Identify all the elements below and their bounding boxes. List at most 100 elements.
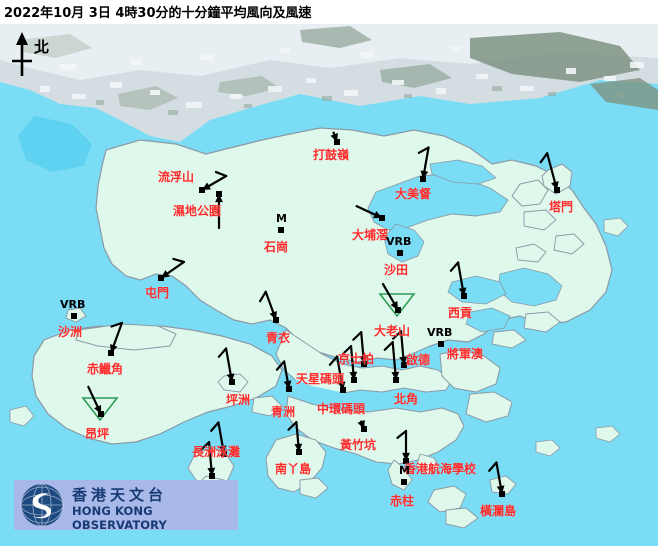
station-label-north-point: 北角 xyxy=(394,392,419,406)
wind-barb-feather xyxy=(488,461,498,472)
station-dot[interactable] xyxy=(361,361,367,367)
station-sha-chau[interactable] xyxy=(71,313,77,319)
station-dot[interactable] xyxy=(403,458,409,464)
station-kings-park[interactable] xyxy=(352,331,368,367)
north-arrow-icon xyxy=(12,32,32,76)
station-peng-chau[interactable] xyxy=(217,347,235,385)
station-label-tai-mei-tuk: 大美督 xyxy=(395,187,432,201)
variable-wind-symbol: VRB xyxy=(427,326,453,339)
gale-triangle-icon xyxy=(378,293,416,318)
station-dot[interactable] xyxy=(461,293,467,299)
station-cheung-chau-beach[interactable] xyxy=(210,421,227,457)
station-tai-mei-tuk[interactable] xyxy=(417,146,430,182)
station-star-ferry[interactable] xyxy=(342,345,358,383)
station-tseung-kwan-o[interactable] xyxy=(438,341,444,347)
station-dot[interactable] xyxy=(499,491,505,497)
station-label-kings-park: 京士柏 xyxy=(338,352,375,366)
station-label-ta-kwu-ling: 打鼓嶺 xyxy=(313,148,350,162)
station-sai-kung[interactable] xyxy=(449,261,467,299)
station-dot[interactable] xyxy=(397,250,403,256)
station-label-lau-fau-shan: 流浮山 xyxy=(158,170,195,184)
station-sha-tin[interactable] xyxy=(397,250,403,256)
station-north-point[interactable] xyxy=(383,341,400,383)
station-lamma-island[interactable] xyxy=(287,421,303,455)
north-label: 北 xyxy=(34,38,50,56)
wind-barb-feather xyxy=(172,257,186,264)
gale-triangle-icon xyxy=(81,397,119,422)
station-label-tate-s-cairn: 大老山 xyxy=(374,324,411,338)
station-label-lamma-island: 南丫島 xyxy=(275,462,312,476)
station-label-tuen-mun: 屯門 xyxy=(145,286,170,300)
station-green-island[interactable] xyxy=(275,360,292,392)
station-wong-chuk-hang[interactable] xyxy=(357,420,367,432)
station-dot[interactable] xyxy=(199,187,205,193)
station-shek-kong[interactable] xyxy=(278,227,284,233)
station-dot[interactable] xyxy=(395,307,401,313)
station-dot[interactable] xyxy=(393,377,399,383)
station-dot[interactable] xyxy=(401,362,407,368)
station-dot[interactable] xyxy=(334,139,340,145)
station-tai-po-kau[interactable] xyxy=(355,205,385,221)
wind-barb-feather xyxy=(287,421,298,431)
station-dot[interactable] xyxy=(340,387,346,393)
station-label-wong-chuk-hang: 黃竹坑 xyxy=(340,438,377,452)
station-dot[interactable] xyxy=(221,451,227,457)
station-dot[interactable] xyxy=(361,426,367,432)
station-hk-sea-school[interactable] xyxy=(396,429,410,464)
station-dot[interactable] xyxy=(71,313,77,319)
station-dot[interactable] xyxy=(286,386,292,392)
station-waglan-island[interactable] xyxy=(488,461,505,497)
station-tate-s-cairn[interactable] xyxy=(378,282,416,318)
wind-barb-feather xyxy=(539,152,549,164)
north-arrow: 北 xyxy=(6,30,66,82)
station-dot[interactable] xyxy=(278,227,284,233)
station-cheung-chau[interactable] xyxy=(200,441,216,479)
variable-wind-symbol: VRB xyxy=(386,235,412,248)
station-chek-lap-kok[interactable] xyxy=(108,321,124,356)
station-dot[interactable] xyxy=(296,449,302,455)
station-stanley[interactable] xyxy=(401,479,407,485)
wind-arrow-head xyxy=(391,371,400,380)
wind-barb-feather xyxy=(110,321,124,328)
station-kai-tak[interactable] xyxy=(392,330,408,368)
station-dot[interactable] xyxy=(420,176,426,182)
wind-barb-feather xyxy=(275,360,286,371)
wind-barb-feather xyxy=(352,331,363,341)
wind-arrow-head xyxy=(294,443,303,452)
station-dot[interactable] xyxy=(438,341,444,347)
wind-arrow-head xyxy=(359,355,368,364)
variable-wind-symbol: VRB xyxy=(60,298,86,311)
calm-wind-symbol: M xyxy=(399,464,410,477)
station-dot[interactable] xyxy=(554,187,560,193)
station-lau-fau-shan[interactable] xyxy=(199,170,228,193)
wind-arrow-head xyxy=(399,356,408,365)
station-dot[interactable] xyxy=(158,275,164,281)
map-canvas[interactable]: 北 打鼓嶺 流浮山 濕地公園 M 石崗 大美督 塔門 大埔滘 VRB 沙田 屯門 VRB 沙洲 赤鱲角 昂坪… xyxy=(0,24,658,546)
station-ngong-ping[interactable] xyxy=(81,385,119,422)
station-label-sha-chau: 沙洲 xyxy=(58,325,83,339)
station-label-stanley: 赤柱 xyxy=(390,494,415,508)
station-central-pier[interactable] xyxy=(328,355,346,393)
station-tsing-yi[interactable] xyxy=(258,290,279,323)
station-dot[interactable] xyxy=(98,411,104,417)
logo-name-zh: 香港天文台 xyxy=(72,486,168,504)
station-ta-kwu-ling[interactable] xyxy=(330,131,340,145)
station-tap-mun[interactable] xyxy=(539,152,560,193)
station-label-shek-kong: 石崗 xyxy=(264,240,289,254)
station-dot[interactable] xyxy=(273,317,279,323)
station-dot[interactable] xyxy=(108,350,114,356)
station-dot[interactable] xyxy=(216,191,222,197)
station-wetland-park[interactable] xyxy=(215,191,223,230)
station-label-star-ferry: 天星碼頭 xyxy=(296,372,345,386)
wind-barb-feather xyxy=(392,330,403,340)
station-label-ngong-ping: 昂坪 xyxy=(85,427,110,441)
station-dot[interactable] xyxy=(209,473,215,479)
station-tuen-mun[interactable] xyxy=(158,257,186,281)
station-label-tap-mun: 塔門 xyxy=(549,200,574,214)
station-dot[interactable] xyxy=(401,479,407,485)
page-title: 2022年10月 3日 4時30分的十分鐘平均風向及風速 xyxy=(4,6,312,21)
station-dot[interactable] xyxy=(379,215,385,221)
station-dot[interactable] xyxy=(229,379,235,385)
station-dot[interactable] xyxy=(351,377,357,383)
